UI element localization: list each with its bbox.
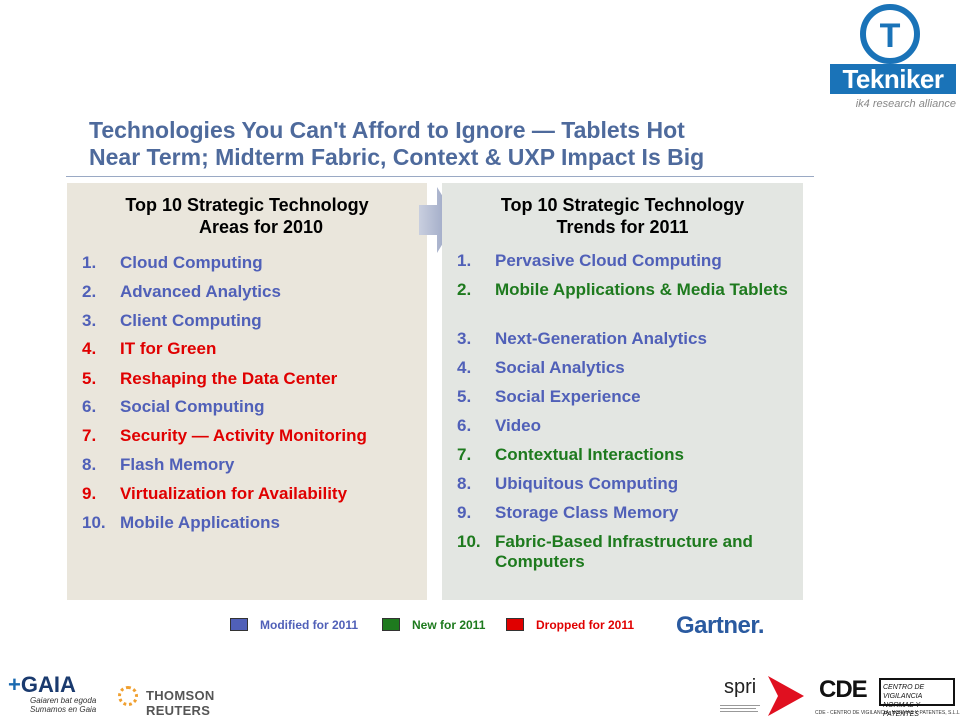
list-item-number: 10. bbox=[457, 532, 481, 551]
list-item-number: 8. bbox=[82, 455, 97, 474]
spri-logo: spri bbox=[720, 670, 806, 718]
list-item-number: 4. bbox=[457, 358, 472, 377]
slide-title: Technologies You Can't Afford to Ignore … bbox=[89, 117, 789, 171]
list-item-number: 1. bbox=[82, 253, 97, 272]
panel-2011-heading-line2: Trends for 2011 bbox=[556, 217, 689, 237]
tekniker-tagline: ik4 research alliance bbox=[855, 98, 956, 110]
cde-box-text: CENTRO DE VIGILANCIA NORMAS Y PATENTES bbox=[879, 678, 955, 718]
thomson-reuters-logo: THOMSON REUTERS bbox=[118, 686, 278, 718]
legend-swatch bbox=[230, 618, 248, 631]
legend-label: Modified for 2011 bbox=[260, 618, 359, 632]
panel-2010-heading-line1: Top 10 Strategic Technology bbox=[125, 195, 369, 215]
tekniker-logo: T Tekniker ik4 research alliance bbox=[828, 4, 956, 116]
list-item-number: 1. bbox=[457, 251, 472, 270]
gartner-logo: Gartner. bbox=[676, 612, 765, 639]
list-item-number: 4. bbox=[82, 339, 97, 358]
gaia-wordmark-text: GAIA bbox=[20, 672, 76, 697]
list-item-label: Mobile Applications & Media Tablets bbox=[495, 280, 788, 299]
list-item-label: Pervasive Cloud Computing bbox=[495, 251, 722, 270]
transition-arrow-icon bbox=[419, 187, 457, 253]
list-item-number: 6. bbox=[457, 416, 472, 435]
cde-subtitle: CDE - CENTRO DE VIGILANCIA, NORMAS Y PAT… bbox=[815, 710, 960, 716]
list-item-label: Cloud Computing bbox=[120, 253, 263, 272]
thomson-reuters-icon bbox=[118, 686, 138, 706]
slide-title-line2: Near Term; Midterm Fabric, Context & UXP… bbox=[89, 144, 705, 170]
list-item-number: 2. bbox=[82, 282, 97, 301]
cde-logo: CDE CENTRO DE VIGILANCIA NORMAS Y PATENT… bbox=[815, 676, 960, 718]
title-divider bbox=[66, 176, 814, 177]
panel-2011-heading-line1: Top 10 Strategic Technology bbox=[500, 195, 745, 215]
list-item-label: Virtualization for Availability bbox=[120, 484, 348, 503]
list-item-label: IT for Green bbox=[120, 339, 217, 358]
cde-wordmark: CDE bbox=[819, 676, 868, 703]
gaia-logo: +GAIA Gaiaren bat egoda Sumamos en Gaia bbox=[8, 672, 108, 718]
legend-label: Dropped for 2011 bbox=[536, 618, 635, 632]
list-item-number: 10. bbox=[82, 513, 106, 532]
spri-wordmark: spri bbox=[724, 676, 757, 698]
tekniker-emblem-icon: T bbox=[860, 4, 920, 64]
list-item-label: Reshaping the Data Center bbox=[120, 369, 338, 388]
list-item-label: Video bbox=[495, 416, 541, 435]
list-item-label: Advanced Analytics bbox=[120, 282, 281, 301]
list-item-number: 3. bbox=[457, 329, 472, 348]
list-item-number: 8. bbox=[457, 474, 472, 493]
list-item-label: Storage Class Memory bbox=[495, 503, 679, 522]
gaia-wordmark: +GAIA bbox=[8, 672, 76, 697]
list-item-label: Contextual Interactions bbox=[495, 445, 684, 464]
slide-title-line1: Technologies You Can't Afford to Ignore … bbox=[89, 117, 685, 143]
list-item-number: 9. bbox=[82, 484, 97, 503]
list-item-label: Security — Activity Monitoring bbox=[120, 426, 367, 445]
legend-swatch bbox=[506, 618, 524, 631]
tekniker-wordmark: Tekniker bbox=[830, 64, 956, 94]
list-item-label: Flash Memory bbox=[120, 455, 235, 474]
panel-2011-heading: Top 10 Strategic Technology Trends for 2… bbox=[442, 194, 803, 238]
list-item-label: Ubiquitous Computing bbox=[495, 474, 679, 493]
gaia-tagline: Gaiaren bat egoda Sumamos en Gaia bbox=[30, 696, 97, 714]
list-item-number: 6. bbox=[82, 397, 97, 416]
list-item-number: 2. bbox=[457, 280, 472, 299]
list-item-label: Fabric-Based Infrastructure and Computer… bbox=[495, 532, 753, 571]
list-item-label: Social Experience bbox=[495, 387, 641, 406]
panel-2010-heading: Top 10 Strategic Technology Areas for 20… bbox=[67, 194, 427, 238]
list-item-number: 5. bbox=[82, 369, 97, 388]
list-item-number: 7. bbox=[457, 445, 472, 464]
list-item-label: Client Computing bbox=[120, 311, 262, 330]
list-item-number: 9. bbox=[457, 503, 472, 522]
thomson-reuters-wordmark: THOMSON REUTERS bbox=[146, 688, 215, 718]
legend-swatch bbox=[382, 618, 400, 631]
spri-fineprint-icon bbox=[720, 705, 760, 712]
list-item-label: Next-Generation Analytics bbox=[495, 329, 707, 348]
list-item-label: Mobile Applications bbox=[120, 513, 280, 532]
panel-2010: Top 10 Strategic Technology Areas for 20… bbox=[67, 183, 427, 600]
panel-2011: Top 10 Strategic Technology Trends for 2… bbox=[442, 183, 803, 600]
list-item-number: 5. bbox=[457, 387, 472, 406]
legend-label: New for 2011 bbox=[412, 618, 486, 632]
list-item-number: 3. bbox=[82, 311, 97, 330]
list-item-label: Social Computing bbox=[120, 397, 265, 416]
spri-triangle-icon bbox=[768, 676, 804, 716]
list-item-label: Social Analytics bbox=[495, 358, 625, 377]
panel-2010-heading-line2: Areas for 2010 bbox=[198, 217, 324, 237]
list-item-number: 7. bbox=[82, 426, 97, 445]
